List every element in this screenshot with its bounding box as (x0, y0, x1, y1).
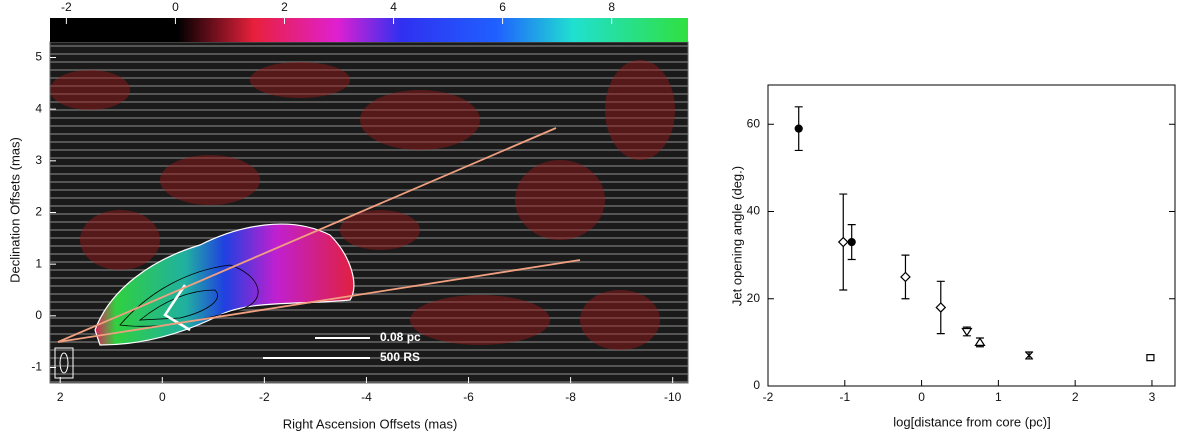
plot-frame (767, 84, 1176, 387)
y-tick-label: 5 (35, 50, 42, 64)
colorbar-tick-label: 4 (390, 0, 397, 14)
x-tick-label: 2 (1072, 390, 1079, 404)
contour (138, 289, 218, 321)
x-tick-label: -2 (763, 390, 774, 404)
beam-box (54, 347, 74, 379)
point (961, 327, 973, 337)
point (794, 124, 803, 133)
point (847, 237, 856, 247)
x-tick-label: 2 (57, 390, 64, 404)
x-tick-label: 0 (159, 390, 166, 404)
y-tick-label: 3 (35, 153, 42, 167)
x-tick-label: 3 (1149, 390, 1156, 404)
jet-edge-line (57, 259, 581, 343)
y-tick-label: 4 (35, 101, 42, 115)
beam (59, 352, 69, 374)
radio-image: 0.08 pc 500 RS (49, 18, 689, 384)
x-tick-label: -2 (259, 390, 270, 404)
point (837, 236, 849, 248)
x-axis-label: log[distance from core (pc)] (893, 414, 1051, 429)
y-tick-label: 60 (747, 116, 761, 130)
y-tick-label: 20 (747, 291, 761, 305)
colorbar (50, 18, 688, 42)
point (1025, 352, 1033, 359)
y-tick-label: 40 (747, 204, 761, 218)
colorbar-tick-label: 8 (608, 0, 615, 14)
colorbar-tick-label: -2 (61, 0, 72, 14)
annotation: 0.08 pc (380, 330, 421, 344)
colorbar-tick-label: 2 (281, 0, 288, 14)
y-tick-label: 1 (35, 256, 42, 270)
x-axis-label: Right Ascension Offsets (mas) (283, 416, 458, 431)
colorbar-tick-label: 0 (172, 0, 179, 14)
point (1146, 354, 1155, 362)
x-tick-label: -10 (664, 390, 682, 404)
y-axis-label: Declination Offsets (mas) (7, 137, 22, 283)
noise (50, 60, 675, 350)
jet-edge-line (57, 127, 557, 343)
y-tick-label: 0 (35, 308, 42, 322)
x-tick-label: 1 (995, 390, 1002, 404)
x-tick-label: 0 (918, 390, 925, 404)
x-tick-label: -1 (839, 390, 850, 404)
point (935, 302, 947, 313)
x-tick-label: -4 (361, 390, 372, 404)
y-tick-label: -1 (31, 360, 42, 374)
point (900, 271, 911, 283)
jet-emission (94, 223, 355, 346)
opening-angle-marker (163, 284, 191, 332)
y-axis-label: Jet opening angle (deg.) (729, 166, 744, 306)
point (974, 337, 986, 346)
y-tick-label: 2 (35, 205, 42, 219)
y-tick-label: 0 (753, 378, 760, 392)
colorbar-tick-label: 6 (499, 0, 506, 14)
x-tick-label: -6 (463, 390, 474, 404)
x-tick-label: -8 (565, 390, 576, 404)
annotation: 500 RS (380, 350, 420, 364)
